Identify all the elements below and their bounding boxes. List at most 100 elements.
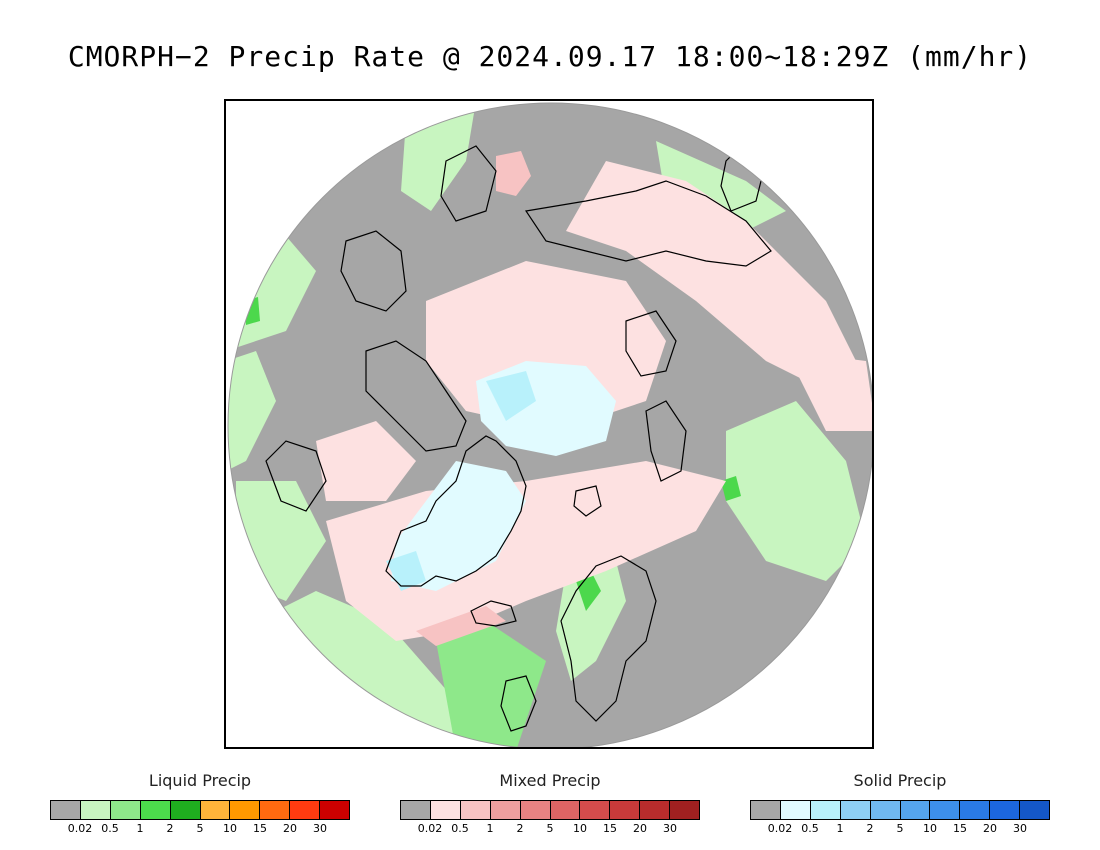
- legend-swatch: [840, 801, 871, 819]
- legend-swatch: [80, 801, 111, 819]
- coast-greenland: [385, 435, 527, 587]
- legend-tick-label: 0.5: [451, 822, 469, 835]
- legend-swatch: [990, 801, 1021, 819]
- legend-title: Solid Precip: [853, 771, 947, 790]
- legend-mixed-precip: Mixed Precip 0.02 0.5 1 2 5 10 15 20 30: [400, 770, 700, 838]
- legend-swatch: [640, 801, 671, 819]
- legend-tick-label: 15: [253, 822, 267, 835]
- coast-scandinavia: [560, 555, 657, 722]
- legend-swatch: [401, 801, 431, 819]
- liquid-region-norway-coast: [576, 571, 601, 611]
- legend-swatch: [580, 801, 611, 819]
- coast-canada-archipelago: [365, 340, 467, 452]
- legend-liquid-precip: Liquid Precip 0.02 0.5 1 2 5 10 15 20 30: [50, 770, 350, 838]
- legend-tick-label: 1: [136, 822, 144, 835]
- legend-swatch: [490, 801, 521, 819]
- legend-swatch: [170, 801, 201, 819]
- legend-tick-label: 5: [196, 822, 204, 835]
- polar-map-svg: [227, 102, 872, 747]
- legend-swatch: [140, 801, 171, 819]
- legend-tick-label: 30: [313, 822, 327, 835]
- map-disk: [228, 103, 872, 747]
- legend-tick-label: 2: [516, 822, 524, 835]
- legend-tick-label: 1: [836, 822, 844, 835]
- coast-british-isles: [500, 675, 537, 732]
- mixed-band-siberia: [566, 161, 866, 401]
- mixed-swirl-chukchi: [496, 151, 531, 196]
- legend-tick-label: 0.02: [417, 822, 443, 835]
- coast-iceland: [470, 600, 517, 627]
- legend-tick-label: 10: [573, 822, 587, 835]
- coast-taymyr: [625, 310, 677, 377]
- legend-swatch: [1020, 801, 1050, 819]
- legend-tick-label: 20: [983, 822, 997, 835]
- legend-swatch: [200, 801, 231, 819]
- coast-siberia-north: [524, 180, 772, 267]
- legend-tick-label: 10: [923, 822, 937, 835]
- legend-title: Mixed Precip: [499, 771, 601, 790]
- liquid-region-atlantic-east: [436, 621, 546, 747]
- legend-tick-label: 0.5: [801, 822, 819, 835]
- liquid-region-russia-east: [726, 401, 866, 581]
- legend-tick-label: 15: [603, 822, 617, 835]
- legend-solid-precip: Solid Precip 0.02 0.5 1 2 5 10 15 20 30: [750, 770, 1050, 838]
- legend-tick-label: 5: [896, 822, 904, 835]
- legend-swatch: [110, 801, 141, 819]
- legend-title: Liquid Precip: [148, 771, 252, 790]
- legend-swatch: [320, 801, 350, 819]
- coast-chukotka: [440, 145, 497, 222]
- legend-tick-label: 2: [866, 822, 874, 835]
- legend-tick-label: 0.5: [101, 822, 119, 835]
- legend-swatch: [810, 801, 841, 819]
- mixed-band-east: [786, 351, 872, 431]
- legend-swatch: [870, 801, 901, 819]
- legend-swatch: [230, 801, 261, 819]
- legend-tick-label: 1: [486, 822, 494, 835]
- coast-novaya-zemlya: [645, 400, 687, 482]
- legend-swatch: [900, 801, 931, 819]
- coastlines: [265, 140, 772, 732]
- coast-hudson-bay: [265, 440, 327, 512]
- legend-color-bar: [750, 800, 1050, 820]
- legend-color-bar: [400, 800, 700, 820]
- liquid-region-ural: [721, 476, 741, 501]
- liquid-region-pacific-west: [228, 351, 276, 471]
- legend-swatch: [780, 801, 811, 819]
- legend-swatch: [550, 801, 581, 819]
- legend-swatch: [960, 801, 991, 819]
- legend-tick-label: 20: [283, 822, 297, 835]
- legend-swatch: [290, 801, 321, 819]
- coast-alaska: [340, 230, 407, 312]
- legend-tick-label: 15: [953, 822, 967, 835]
- legend-tick-labels: 0.02 0.5 1 2 5 10 15 20 30: [400, 822, 700, 838]
- mixed-band-iceland-front: [416, 606, 506, 646]
- legend-swatch: [260, 801, 291, 819]
- legend-tick-label: 10: [223, 822, 237, 835]
- legend-swatch: [930, 801, 961, 819]
- legend-tick-label: 0.02: [67, 822, 93, 835]
- legend-swatch: [430, 801, 461, 819]
- legend-tick-labels: 0.02 0.5 1 2 5 10 15 20 30: [50, 822, 350, 838]
- polar-precip-map: [224, 99, 874, 749]
- map-disk-edge: [227, 102, 872, 747]
- legend-swatch: [670, 801, 700, 819]
- legend-tick-label: 30: [1013, 822, 1027, 835]
- legend-color-bar: [50, 800, 350, 820]
- liquid-region-scandinavia: [556, 561, 626, 681]
- liquid-precip-layer: [228, 103, 866, 747]
- mixed-band-baffin: [316, 421, 416, 501]
- chart-title: CMORPH−2 Precip Rate @ 2024.09.17 18:00~…: [67, 40, 1033, 73]
- legend-tick-label: 20: [633, 822, 647, 835]
- legend-tick-label: 2: [166, 822, 174, 835]
- legend-tick-label: 0.02: [767, 822, 793, 835]
- solid-region-arctic-ocean: [486, 371, 536, 421]
- legend-swatch: [51, 801, 81, 819]
- legend-tick-label: 30: [663, 822, 677, 835]
- legend-swatch: [610, 801, 641, 819]
- legend-swatch: [460, 801, 491, 819]
- liquid-region-pacific-cell: [244, 297, 260, 325]
- legend-swatch: [751, 801, 781, 819]
- legend-tick-label: 5: [546, 822, 554, 835]
- coast-svalbard: [573, 485, 602, 517]
- legend-tick-labels: 0.02 0.5 1 2 5 10 15 20 30: [750, 822, 1050, 838]
